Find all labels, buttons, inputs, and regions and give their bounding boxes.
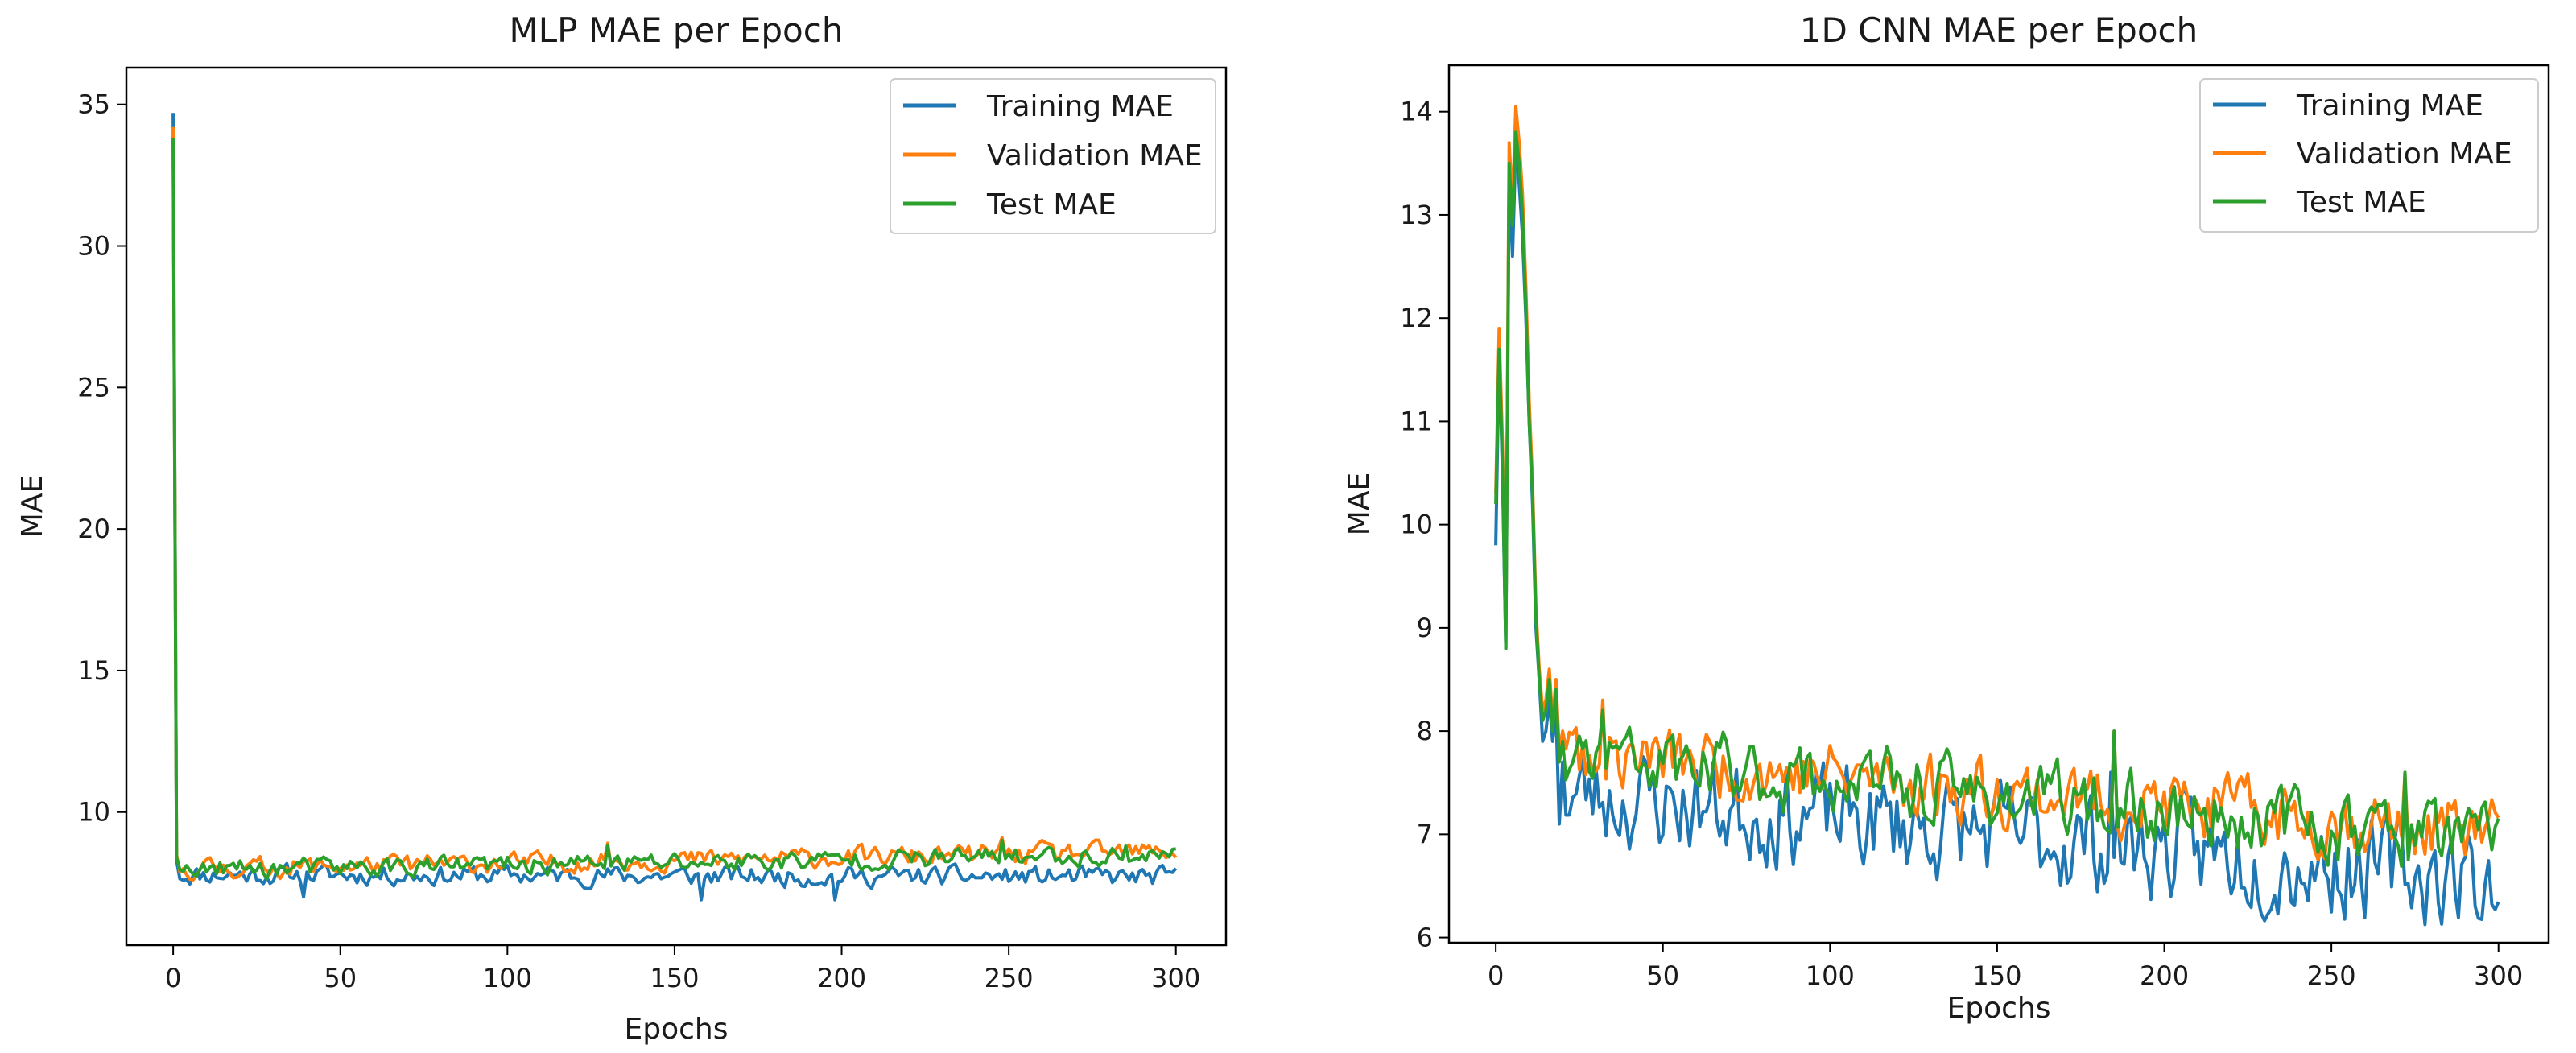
mlp-y-tick-label: 10 [77,797,110,828]
cnn-y-tick-label: 6 [1417,923,1433,953]
cnn-y-tick-label: 7 [1417,819,1433,849]
mlp-series-test-mae [171,138,1176,881]
mlp-y-axis-label: MAE [16,475,49,538]
mlp-y-tick-label: 30 [77,231,110,262]
cnn-x-tick-label: 50 [1646,960,1679,991]
mlp-y-tick-label: 25 [77,372,110,403]
cnn-legend-label-validation: Validation MAE [2297,138,2512,171]
mlp-x-tick-label: 0 [165,963,181,993]
cnn-series-test-mae [1494,130,2500,868]
mlp-x-tick-label: 300 [1151,963,1200,993]
cnn-x-tick-label: 0 [1488,960,1504,991]
mlp-x-axis-label: Epochs [625,1013,729,1046]
mlp-y-tick-label: 20 [77,514,110,544]
cnn-legend: Training MAE Validation MAE Test MAE [2199,78,2539,233]
cnn-x-tick-label: 300 [2474,960,2523,991]
mlp-x-ticks: 0 50 100 150 200 250 300 [165,945,1200,993]
cnn-y-tick-label: 8 [1417,716,1433,746]
cnn-chart: 1D CNN MAE per Epoch Epochs MAE 0 50 100 15… [1343,10,2550,1025]
cnn-y-tick-label: 13 [1400,200,1433,230]
cnn-series-lines [1494,105,2500,927]
mlp-legend-label-training: Training MAE [986,90,1174,123]
mlp-x-tick-label: 100 [483,963,532,993]
mlp-x-tick-label: 200 [817,963,866,993]
cnn-y-tick-label: 11 [1400,406,1433,436]
cnn-y-ticks: 6 7 8 9 10 11 12 13 14 [1400,97,1449,953]
mlp-y-tick-label: 35 [77,89,110,120]
mlp-x-tick-label: 150 [650,963,699,993]
mlp-x-tick-label: 250 [985,963,1034,993]
mlp-legend: Training MAE Validation MAE Test MAE [890,78,1216,234]
cnn-series-validation-mae [1494,105,2500,861]
mlp-y-tick-label: 15 [77,655,110,686]
mlp-series-validation-mae [171,126,1178,882]
mlp-legend-label-validation: Validation MAE [987,139,1203,172]
cnn-x-tick-label: 150 [1972,960,2021,991]
mlp-chart-title: MLP MAE per Epoch [510,10,844,50]
mlp-legend-box [890,78,1216,234]
cnn-y-tick-label: 10 [1400,510,1433,540]
cnn-x-axis-label: Epochs [1947,992,2051,1025]
cnn-y-tick-label: 12 [1400,303,1433,333]
cnn-x-tick-label: 100 [1806,960,1855,991]
mlp-y-ticks: 10 15 20 25 30 35 [77,89,126,828]
cnn-y-axis-label: MAE [1343,473,1376,535]
cnn-legend-label-training: Training MAE [2296,89,2483,122]
cnn-chart-title: 1D CNN MAE per Epoch [1800,10,2198,50]
cnn-legend-box [2199,78,2539,233]
cnn-y-tick-label: 14 [1400,97,1433,127]
mlp-x-tick-label: 50 [324,963,357,993]
mlp-legend-label-test: Test MAE [986,188,1117,221]
mlp-chart: MLP MAE per Epoch Epochs MAE 0 50 100 150 20… [16,10,1228,1046]
mlp-series-lines [171,113,1178,902]
cnn-y-tick-label: 9 [1417,613,1433,643]
cnn-legend-label-test: Test MAE [2296,186,2426,219]
cnn-x-tick-label: 200 [2140,960,2189,991]
cnn-x-tick-label: 250 [2307,960,2356,991]
cnn-x-ticks: 0 50 100 150 200 250 300 [1488,943,2523,991]
